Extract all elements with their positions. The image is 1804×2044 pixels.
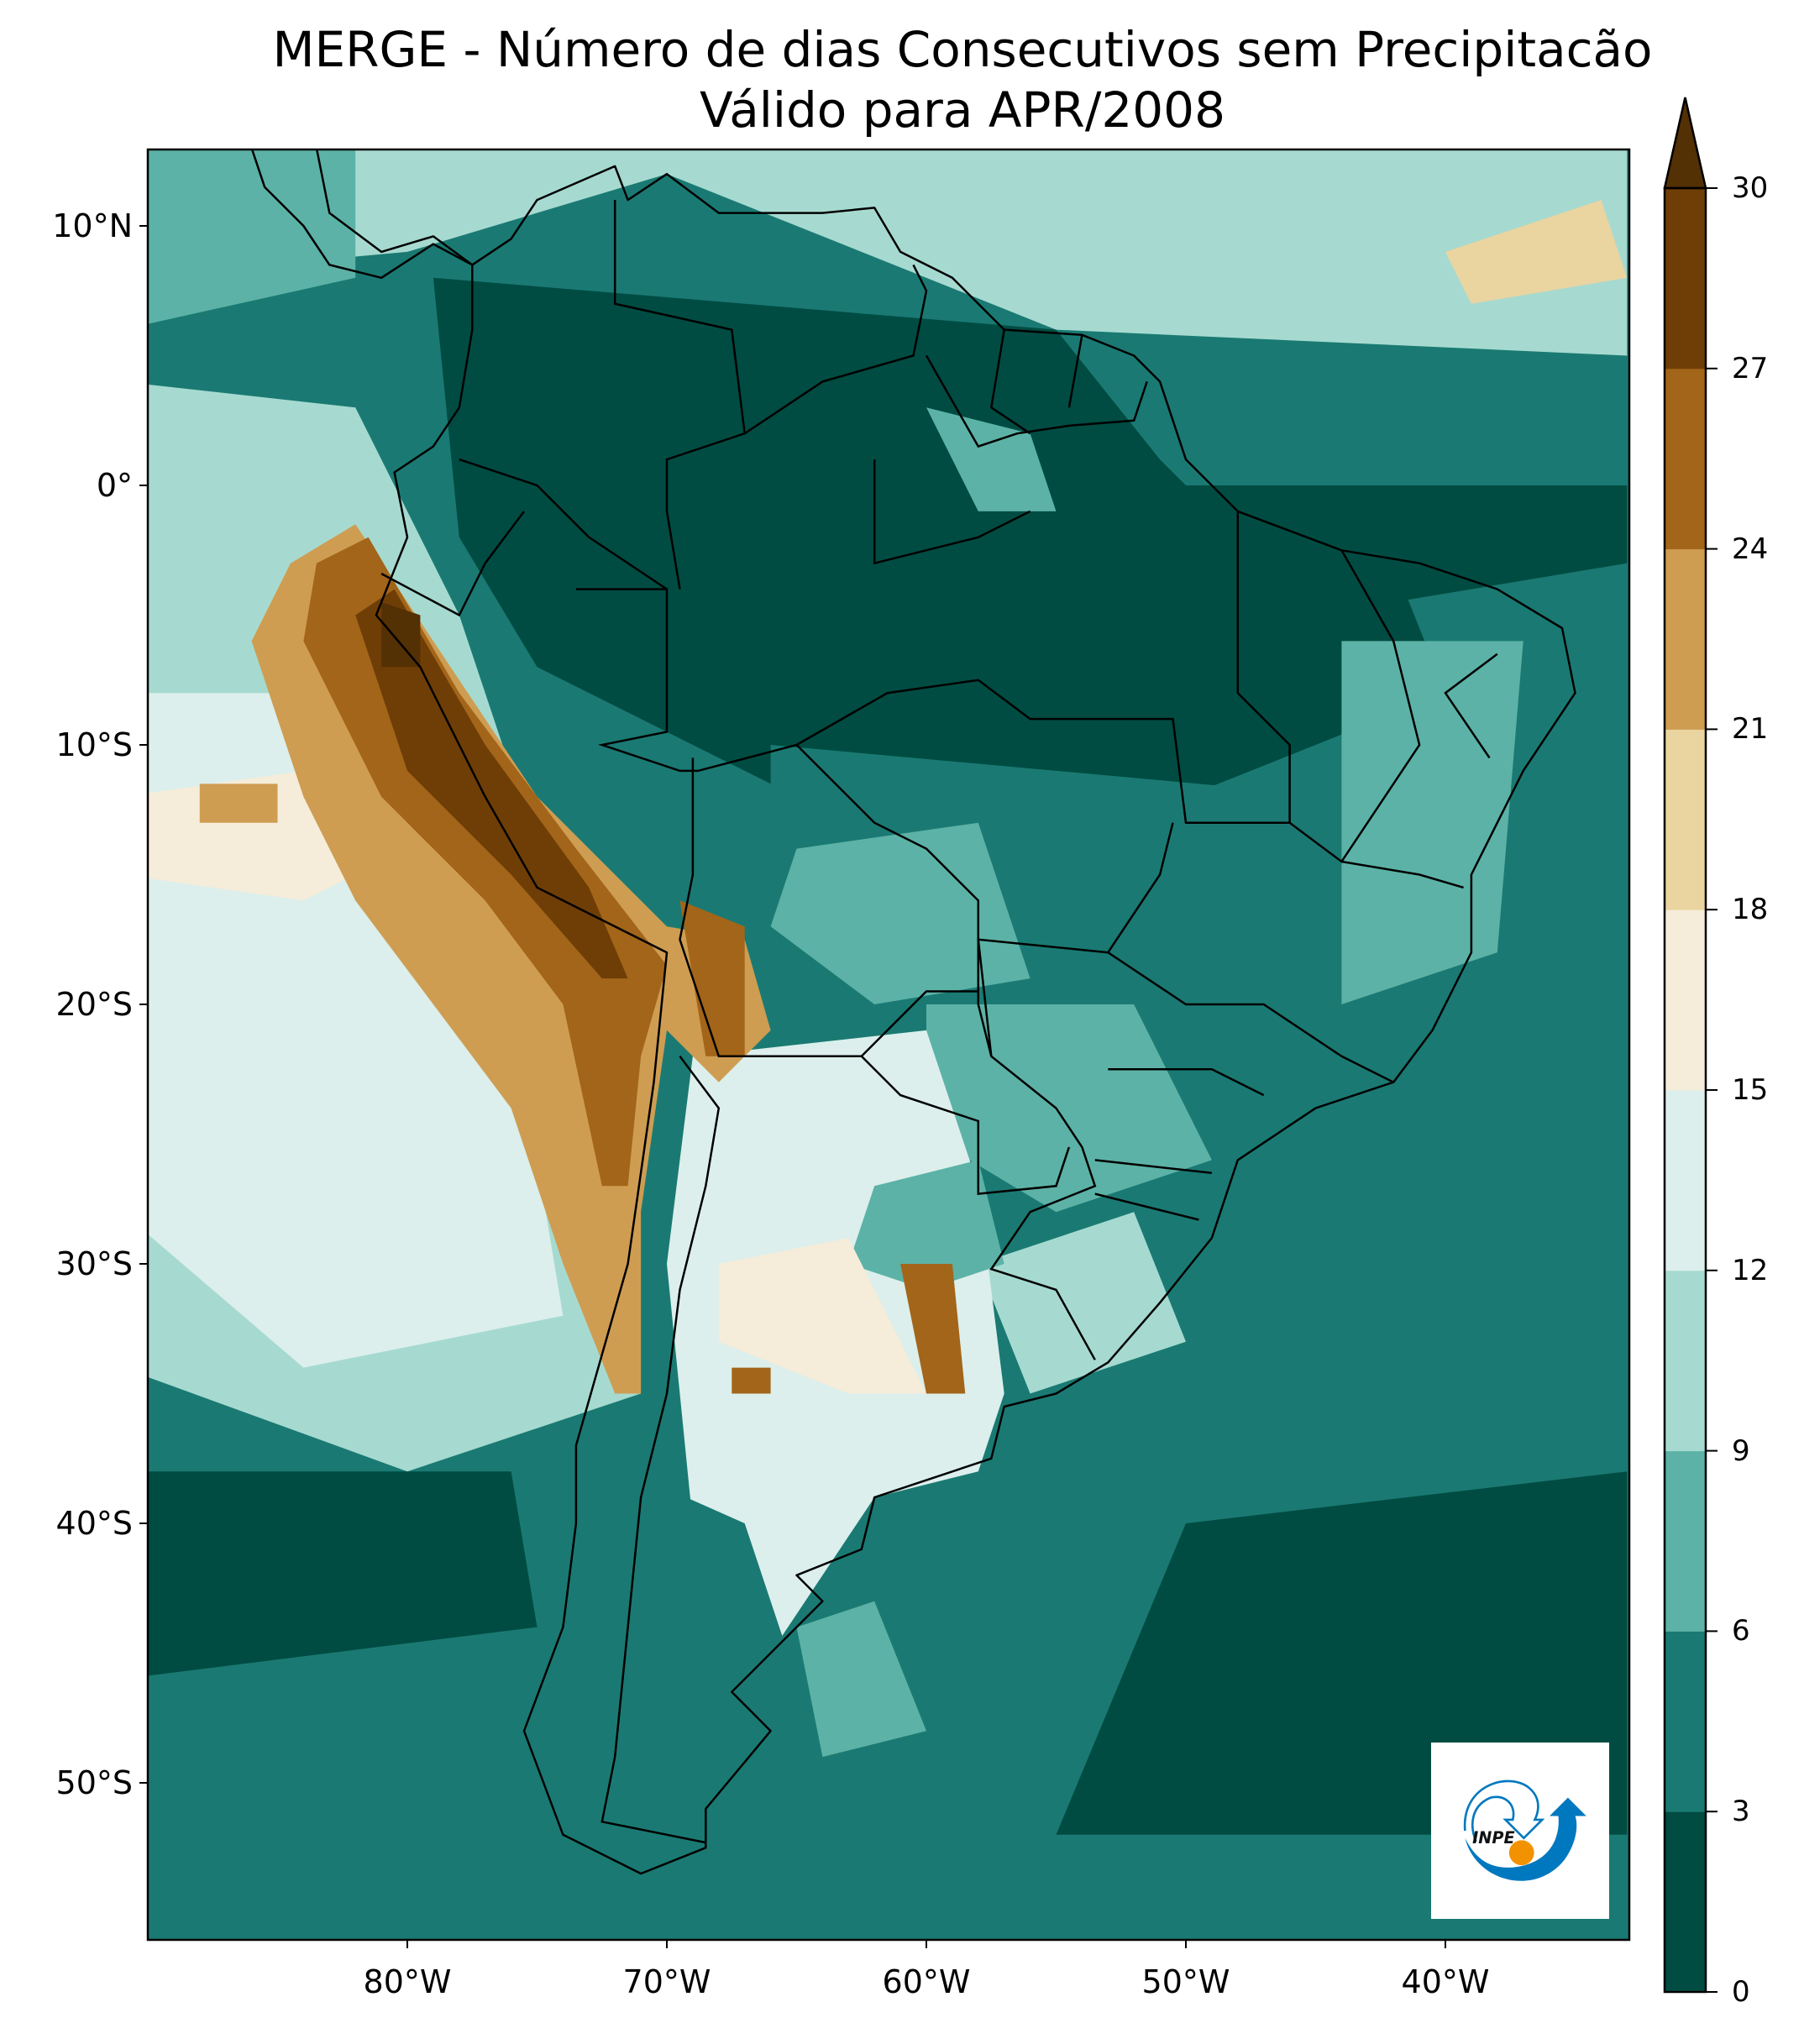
border-states: [873, 459, 1031, 565]
border-states: [1444, 653, 1498, 759]
border-states: [1288, 549, 1421, 863]
colorbar-segment: [1665, 368, 1706, 550]
field-region: [900, 1264, 966, 1394]
axis-ticks: [139, 225, 1446, 1948]
colorbar-segment: [1665, 1450, 1706, 1632]
longitude-label: 60°W: [882, 1963, 971, 2000]
field-region: [978, 1212, 1186, 1394]
border-ecuador-peru: [380, 511, 526, 617]
latitude-label: 10°S: [55, 726, 133, 763]
longitude-label: 50°W: [1141, 1963, 1230, 2000]
precipitation-field: [148, 149, 1629, 1940]
map-subtitle: Válido para APR/2008: [700, 81, 1225, 139]
field-region: [926, 1004, 1212, 1213]
border-guyana-suriname: [989, 329, 1031, 435]
field-region: [770, 822, 1030, 1004]
field-region: [381, 602, 421, 668]
colorbar-tick-label: 27: [1732, 351, 1769, 385]
field-region: [148, 1471, 538, 1676]
border-states: [1106, 822, 1394, 1083]
field-region: [1341, 641, 1523, 1004]
colorbar-segment: [1665, 1270, 1706, 1452]
colorbar-tick-label: 12: [1732, 1253, 1769, 1287]
border-states: [977, 938, 1109, 1056]
map-title: MERGE - Número de dias Consecutivos sem …: [272, 21, 1653, 78]
latitude-label: 30°S: [55, 1245, 133, 1282]
latitude-label: 10°N: [52, 207, 133, 244]
border-colombia-peru: [459, 458, 668, 590]
colorbar-segment: [1665, 1811, 1706, 1993]
field-region: [148, 1705, 459, 1913]
colorbar-segment: [1665, 1090, 1706, 1271]
colorbar-segment: [1665, 729, 1706, 910]
colorbar-segment: [1665, 188, 1706, 369]
border-suriname-guiana: [1067, 334, 1083, 408]
colorbar-tick-label: 18: [1732, 893, 1769, 927]
inpe-logo-icon: INPE: [1464, 1779, 1586, 1881]
colorbar-tick-label: 0: [1732, 1975, 1750, 2009]
field-region: [148, 149, 356, 324]
colorbar-segment: [1665, 548, 1706, 730]
colorbar-tick-label: 3: [1732, 1795, 1750, 1829]
colorbar-tick-label: 24: [1732, 532, 1769, 566]
inpe-logo: INPE: [1431, 1743, 1609, 1919]
colorbar-segment: [1665, 909, 1706, 1091]
border-states: [1341, 860, 1464, 889]
plot-frame: [146, 148, 1631, 1942]
colorbar-tick-label: 15: [1732, 1073, 1769, 1107]
colorbar-tick-label: 6: [1732, 1614, 1750, 1648]
colorbar-extend-arrow: [1663, 97, 1707, 190]
longitude-label: 40°W: [1401, 1963, 1490, 2000]
border-chile-argentina: [600, 1056, 721, 1844]
field-region: [848, 1160, 1004, 1290]
field-region: [355, 589, 628, 979]
field-region: [433, 277, 1445, 797]
field-region: [732, 1367, 771, 1394]
field-region: [1445, 200, 1628, 304]
border-bolivia: [679, 757, 978, 1058]
colorbar-tick-label: 30: [1732, 171, 1769, 205]
border-states: [1094, 1192, 1199, 1221]
latitude-label: 40°S: [55, 1505, 133, 1542]
border-states: [795, 511, 1291, 824]
field-region: [679, 900, 745, 1056]
border-paraguay: [860, 1055, 1071, 1195]
coastline: [250, 149, 1576, 1875]
colorbar-tick-label: 21: [1732, 712, 1769, 747]
latitude-label: 50°S: [55, 1764, 133, 1801]
border-states: [1108, 1068, 1265, 1097]
colorbar-tick-label: 9: [1732, 1433, 1750, 1468]
field-region: [796, 1601, 926, 1758]
colorbar: [1663, 97, 1717, 1994]
latitude-label: 0°: [96, 467, 133, 504]
border-venezuela: [744, 264, 928, 435]
field-region: [148, 149, 1628, 356]
coastline-borders: [250, 149, 1576, 1875]
border-guianas: [925, 354, 1148, 448]
border-brazil: [575, 588, 1097, 1360]
longitude-label: 70°W: [622, 1963, 711, 2000]
field-region: [563, 1471, 797, 1809]
longitude-label: 80°W: [363, 1963, 452, 2000]
colorbar-segment: [1665, 1631, 1706, 1812]
inpe-logo-text: INPE: [1472, 1828, 1515, 1847]
border-states: [1094, 1159, 1213, 1175]
field-region: [199, 784, 278, 823]
latitude-label: 20°S: [55, 986, 133, 1023]
field-region: [718, 1238, 926, 1394]
